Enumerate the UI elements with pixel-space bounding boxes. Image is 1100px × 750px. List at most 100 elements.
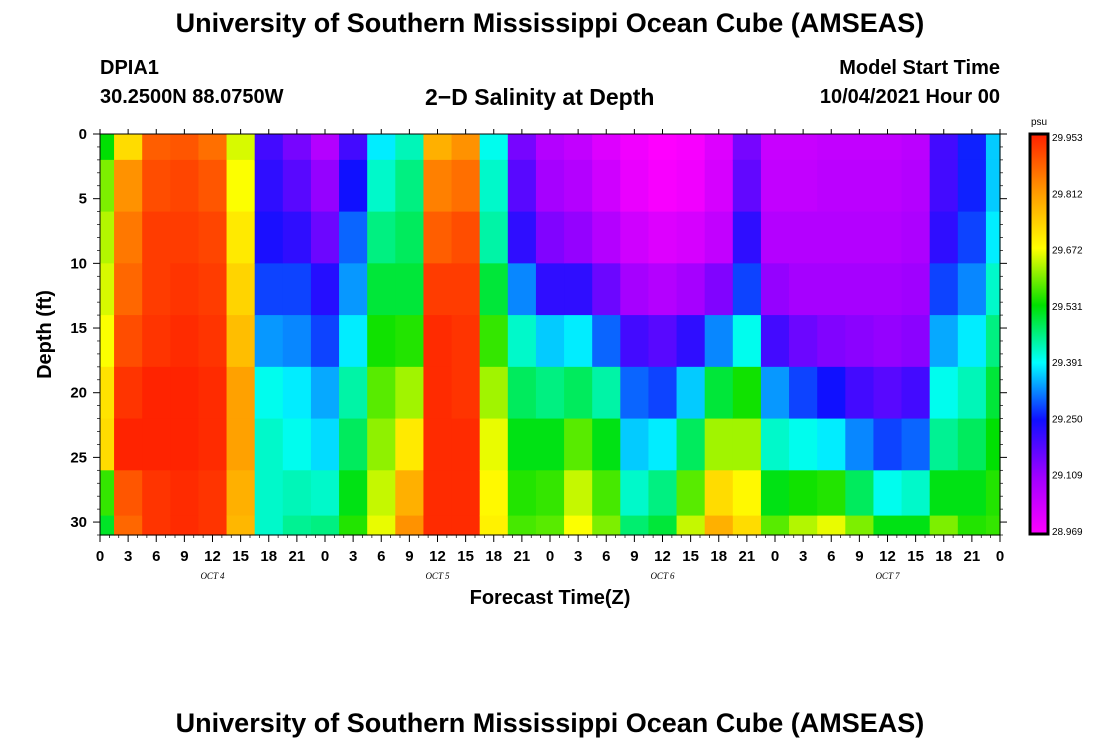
heatmap-cell bbox=[535, 470, 565, 517]
heatmap-cell bbox=[198, 418, 228, 471]
heatmap-cell bbox=[395, 418, 425, 471]
heatmap-cell bbox=[648, 470, 678, 517]
heatmap-cell bbox=[901, 418, 931, 471]
x-tick-label: 15 bbox=[682, 548, 699, 565]
heatmap-cell bbox=[732, 134, 762, 161]
heatmap-cell bbox=[845, 263, 875, 316]
heatmap-cell bbox=[479, 515, 509, 536]
heatmap-cell bbox=[479, 211, 509, 264]
heatmap-cell bbox=[507, 418, 537, 471]
heatmap-cell bbox=[479, 470, 509, 517]
heatmap-cell bbox=[254, 470, 284, 517]
heatmap-cell bbox=[535, 159, 565, 213]
heatmap-cell bbox=[648, 134, 678, 161]
heatmap-cell bbox=[142, 211, 171, 264]
heatmap-cell bbox=[592, 515, 621, 536]
heatmap-cell bbox=[620, 263, 650, 316]
colorbar-label: 29.812 bbox=[1052, 189, 1083, 200]
heatmap-cell bbox=[479, 159, 509, 213]
heatmap-cell bbox=[367, 366, 396, 420]
heatmap-cell bbox=[170, 470, 200, 517]
model-start-value: 10/04/2021 Hour 00 bbox=[819, 86, 1000, 108]
heatmap-cell bbox=[395, 134, 425, 161]
heatmap-cell bbox=[648, 315, 678, 368]
heatmap-cell bbox=[873, 470, 903, 517]
heatmap-cell bbox=[760, 159, 790, 213]
heatmap-cell bbox=[114, 515, 143, 536]
heatmap-cell bbox=[100, 159, 115, 213]
heatmap-cell bbox=[367, 315, 396, 368]
colorbar: psu 29.953 29.812 29.672 29.531 29.391 29.250… bbox=[1028, 117, 1083, 538]
heatmap-cell bbox=[845, 159, 875, 213]
heatmap-cell bbox=[873, 263, 903, 316]
heatmap-cell bbox=[957, 134, 987, 161]
heatmap-cell bbox=[732, 263, 762, 316]
heatmap-cell bbox=[142, 134, 171, 161]
heatmap-cell bbox=[367, 515, 396, 536]
y-tick-label: 30 bbox=[70, 514, 87, 531]
heatmap-cell bbox=[142, 263, 171, 316]
heatmap-cell bbox=[817, 515, 846, 536]
heatmap-cell bbox=[395, 515, 425, 536]
heatmap-cell bbox=[310, 366, 340, 420]
heatmap-cell bbox=[845, 315, 875, 368]
heatmap-cell bbox=[226, 470, 256, 517]
x-tick-label: 21 bbox=[964, 548, 981, 565]
heatmap-cell bbox=[282, 315, 312, 368]
heatmap-cell bbox=[423, 515, 453, 536]
heatmap-cell bbox=[760, 134, 790, 161]
heatmap-cell bbox=[226, 418, 256, 471]
heatmap-cell bbox=[423, 263, 453, 316]
heatmap-cell bbox=[732, 211, 762, 264]
heatmap-cell bbox=[957, 515, 987, 536]
station-id: DPIA1 bbox=[100, 57, 159, 79]
heatmap-cell bbox=[423, 211, 453, 264]
heatmap-cell bbox=[873, 366, 903, 420]
x-tick-label: 15 bbox=[457, 548, 474, 565]
x-tick-label: 21 bbox=[514, 548, 531, 565]
salinity-heatmap bbox=[100, 134, 1001, 536]
heatmap-cell bbox=[507, 515, 537, 536]
heatmap-cell bbox=[873, 315, 903, 368]
heatmap-cell bbox=[564, 470, 593, 517]
heatmap-cell bbox=[395, 366, 425, 420]
heatmap-cell bbox=[310, 470, 340, 517]
x-tick-label: 3 bbox=[349, 548, 357, 565]
heatmap-cell bbox=[114, 418, 143, 471]
heatmap-cell bbox=[704, 134, 734, 161]
heatmap-cell bbox=[282, 263, 312, 316]
heatmap-cell bbox=[395, 470, 425, 517]
heatmap-cell bbox=[367, 470, 396, 517]
heatmap-cell bbox=[339, 470, 368, 517]
heatmap-cell bbox=[929, 366, 959, 420]
chart-subtitle: 2−D Salinity at Depth bbox=[425, 84, 655, 110]
x-tick-label: 18 bbox=[935, 548, 952, 565]
y-tick-label: 0 bbox=[79, 126, 87, 143]
heatmap-cell bbox=[789, 134, 818, 161]
colorbar-label: 29.531 bbox=[1052, 302, 1083, 313]
heatmap-cell bbox=[535, 263, 565, 316]
chart-axes: 0 3 6 9 12 15 18 21 0 3 6 9 12 15 18 21 0 3 6 9 12 15 18 21 0 3 6 9… bbox=[70, 126, 1007, 581]
heatmap-cell bbox=[957, 263, 987, 316]
heatmap-cell bbox=[282, 470, 312, 517]
heatmap-cell bbox=[226, 211, 256, 264]
x-tick-label: 0 bbox=[996, 548, 1004, 565]
x-tick-label: 15 bbox=[232, 548, 249, 565]
heatmap-cell bbox=[564, 418, 593, 471]
heatmap-cell bbox=[226, 134, 256, 161]
heatmap-cell bbox=[395, 315, 425, 368]
heatmap-cell bbox=[535, 315, 565, 368]
heatmap-cell bbox=[423, 159, 453, 213]
heatmap-cell bbox=[535, 211, 565, 264]
heatmap-cell bbox=[873, 159, 903, 213]
heatmap-cell bbox=[592, 134, 621, 161]
heatmap-cell bbox=[142, 470, 171, 517]
heatmap-cell bbox=[451, 134, 481, 161]
x-tick-label: 6 bbox=[152, 548, 160, 565]
heatmap-cell bbox=[507, 315, 537, 368]
heatmap-cell bbox=[423, 470, 453, 517]
heatmap-cell bbox=[929, 470, 959, 517]
heatmap-cell bbox=[929, 159, 959, 213]
heatmap-cell bbox=[592, 159, 621, 213]
x-tick-label: 18 bbox=[485, 548, 502, 565]
